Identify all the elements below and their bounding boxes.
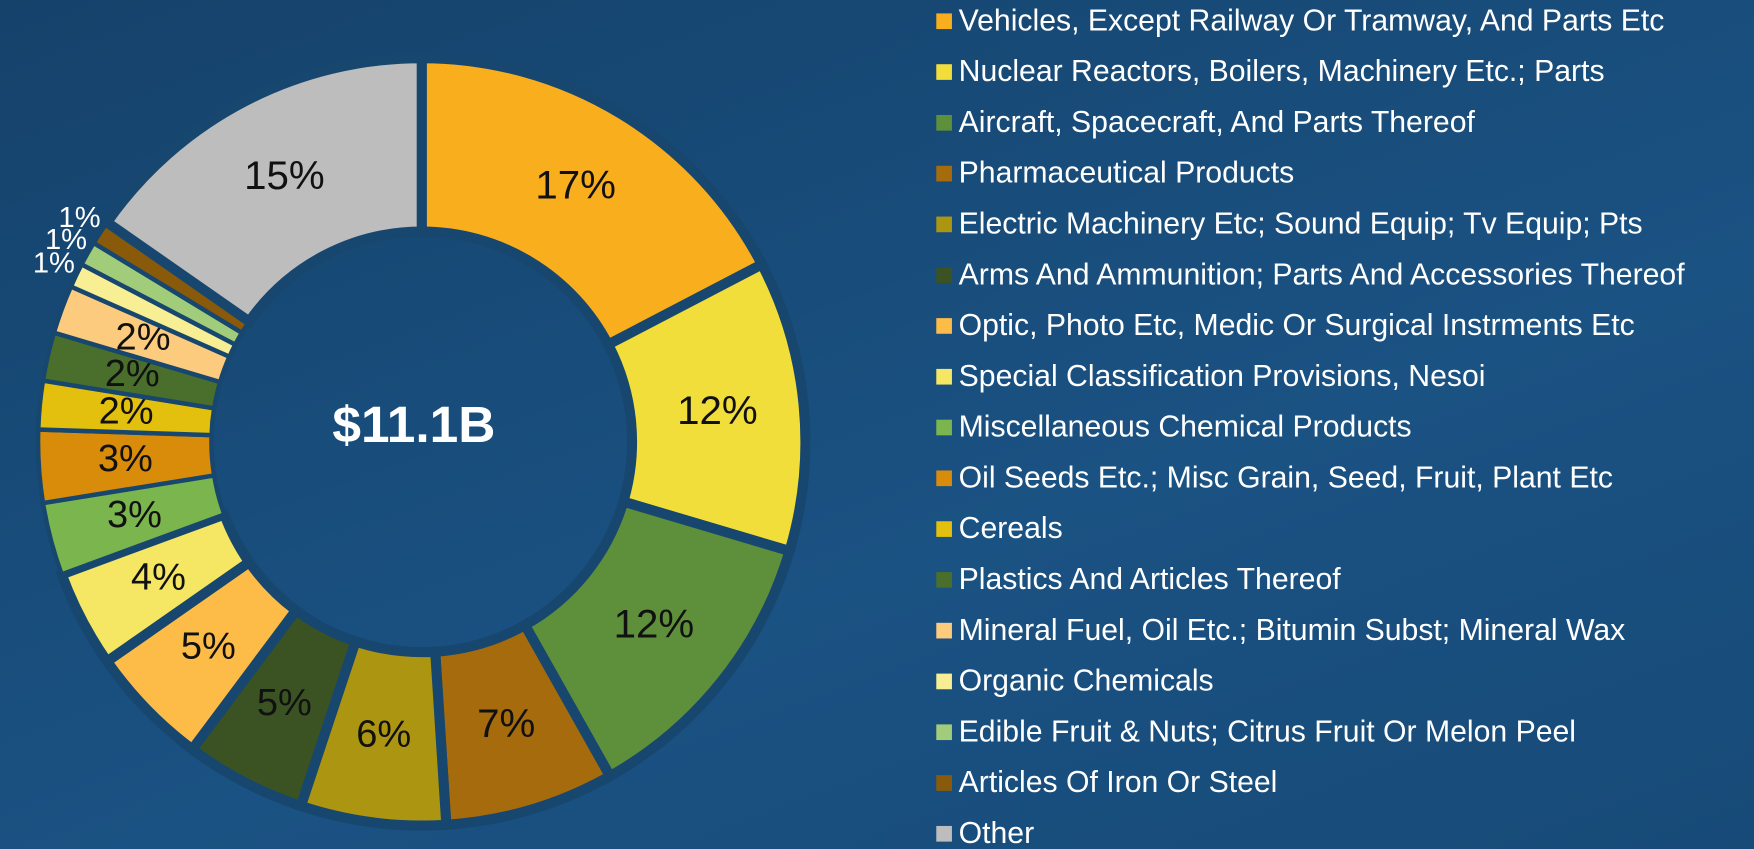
donut-slice: [100, 53, 427, 329]
slice-label: 3%: [107, 494, 162, 536]
donut-slice: [416, 53, 769, 352]
legend-label: Cereals: [959, 512, 1063, 545]
legend-label: Miscellaneous Chemical Products: [959, 411, 1412, 444]
legend-swatch: [936, 13, 952, 30]
legend-label: Mineral Fuel, Oil Etc.; Bitumin Subst; M…: [959, 614, 1626, 647]
legend-label: Nuclear Reactors, Boilers, Machinery Etc…: [959, 55, 1605, 88]
center-label: $11.1B: [332, 395, 495, 453]
legend-label: Arms And Ammunition; Parts And Accessori…: [959, 258, 1686, 291]
legend-label: Plastics And Articles Thereof: [959, 563, 1342, 596]
legend-label: Edible Fruit & Nuts; Citrus Fruit Or Mel…: [959, 715, 1576, 748]
slice-label: 5%: [181, 625, 236, 667]
legend-label: Oil Seeds Etc.; Misc Grain, Seed, Fruit,…: [959, 461, 1613, 494]
slice-label: 5%: [257, 682, 312, 724]
legend-label: Aircraft, Spacecraft, And Parts Thereof: [959, 106, 1476, 139]
slice-label: 12%: [677, 388, 758, 433]
slice-label: 4%: [131, 556, 186, 598]
legend-label: Organic Chemicals: [959, 665, 1214, 698]
legend-swatch: [936, 521, 952, 537]
legend-swatch: [936, 318, 952, 334]
legend-swatch: [936, 267, 952, 283]
slice-label: 1%: [59, 202, 101, 234]
legend-label: Pharmaceutical Products: [959, 157, 1295, 190]
legend-swatch: [936, 114, 952, 131]
slice-label: 6%: [356, 713, 411, 755]
legend-swatch: [936, 572, 952, 588]
legend-swatch: [936, 470, 952, 487]
legend-label: Articles Of Iron Or Steel: [959, 766, 1278, 799]
slice-label: 1%: [33, 247, 75, 279]
slice-label: 15%: [244, 153, 325, 198]
donut-slice: [601, 257, 811, 558]
legend-label: Other: [959, 817, 1035, 849]
legend-swatch: [936, 165, 952, 182]
legend-label: Optic, Photo Etc, Medic Or Surgical Inst…: [959, 309, 1635, 342]
legend-swatch: [936, 368, 952, 385]
slice-label: 17%: [535, 163, 616, 208]
slice-label: 1%: [45, 224, 87, 256]
legend-swatch: [936, 775, 952, 791]
slice-label: 12%: [614, 602, 695, 647]
legend-swatch: [936, 216, 952, 233]
slice-label: 3%: [98, 438, 153, 480]
legend-swatch: [936, 622, 952, 639]
legend-swatch: [936, 825, 952, 842]
legend-label: Vehicles, Except Railway Or Tramway, And…: [959, 4, 1665, 37]
legend-swatch: [936, 419, 952, 436]
legend-swatch: [936, 673, 952, 690]
donut-slice: [518, 495, 796, 783]
legend-label: Special Classification Provisions, Nesoi: [959, 360, 1486, 393]
legend-swatch: [936, 64, 952, 80]
legend-swatch: [936, 724, 952, 741]
legend-label: Electric Machinery Etc; Sound Equip; Tv …: [959, 207, 1643, 240]
slice-label: 7%: [477, 701, 535, 746]
